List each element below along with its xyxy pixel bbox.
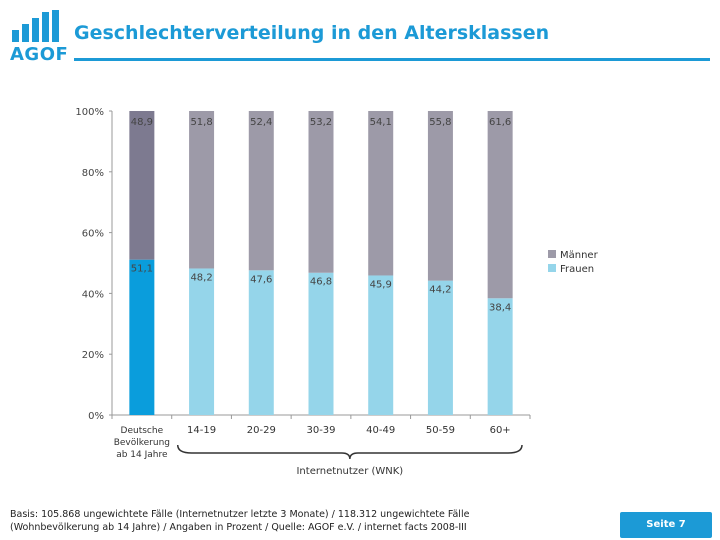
bar-segment-maenner <box>248 111 274 271</box>
y-tick-label: 60% <box>82 229 104 240</box>
x-tick-label: ab 14 Jahre <box>116 450 168 460</box>
bar-segment-maenner <box>487 111 513 299</box>
y-tick-label: 0% <box>88 411 104 422</box>
logo-bar <box>32 18 39 42</box>
bar-segment-frauen <box>308 272 334 415</box>
data-label-frauen: 48,2 <box>190 272 212 283</box>
page-number-badge: Seite 7 <box>620 512 712 538</box>
footer-note-line: Basis: 105.868 ungewichtete Fälle (Inter… <box>10 509 470 520</box>
data-label-frauen: 44,2 <box>429 285 451 296</box>
data-label-maenner: 52,4 <box>250 117 272 128</box>
y-tick-label: 40% <box>82 289 104 300</box>
page-title: Geschlechterverteilung in den Altersklas… <box>74 22 550 44</box>
data-label-frauen: 45,9 <box>370 279 392 290</box>
x-tick-label: Deutsche <box>121 426 164 436</box>
agof-logo: AGOF <box>10 10 69 66</box>
legend-label: Frauen <box>560 264 594 275</box>
legend-label: Männer <box>560 250 599 261</box>
y-tick-label: 20% <box>82 350 104 361</box>
bar-segment-maenner <box>189 111 215 269</box>
y-tick-label: 100% <box>75 107 104 118</box>
data-label-maenner: 53,2 <box>310 117 332 128</box>
x-tick-label: 60+ <box>490 425 511 436</box>
data-label-frauen: 47,6 <box>250 274 272 285</box>
logo-text: AGOF <box>10 44 69 65</box>
x-tick-label: 20-29 <box>247 425 276 436</box>
data-label-maenner: 54,1 <box>370 117 392 128</box>
data-label-maenner: 51,8 <box>190 117 212 128</box>
footer-note-line: (Wohnbevölkerung ab 14 Jahre) / Angaben … <box>10 522 467 533</box>
bar-segment-frauen <box>129 259 155 415</box>
x-tick-label: 14-19 <box>187 425 216 436</box>
data-label-maenner: 55,8 <box>429 117 451 128</box>
data-label-maenner: 61,6 <box>489 117 511 128</box>
data-label-frauen: 51,1 <box>131 264 153 275</box>
bar-segment-frauen <box>427 280 453 415</box>
bar-segment-frauen <box>487 298 513 415</box>
x-tick-label: 40-49 <box>366 425 395 436</box>
data-label-maenner: 48,9 <box>131 117 153 128</box>
bar-segment-maenner <box>308 111 334 273</box>
legend-swatch <box>548 264 556 272</box>
title-rule <box>74 58 710 61</box>
group-brace <box>176 444 523 460</box>
logo-bar <box>12 30 19 42</box>
x-tick-label: 30-39 <box>306 425 335 436</box>
logo-bar <box>22 24 29 42</box>
bar-segment-maenner <box>129 111 155 260</box>
x-tick-label: Bevölkerung <box>114 438 170 448</box>
bar-segment-frauen <box>248 270 274 415</box>
y-tick-label: 80% <box>82 168 104 179</box>
stacked-bar-chart: 0% 20% 40% 60% 80% 100% 48,9 51,1 Deutsche Bevölk… <box>75 107 599 477</box>
logo-bars <box>12 10 62 42</box>
bar-segment-maenner <box>368 111 394 276</box>
legend-swatch <box>548 250 556 258</box>
group-label: Internetnutzer (WNK) <box>296 466 403 477</box>
logo-bar <box>52 10 59 42</box>
logo-bar <box>42 12 49 42</box>
bar-segment-frauen <box>368 275 394 415</box>
x-tick-label: 50-59 <box>426 425 455 436</box>
footer-note: Basis: 105.868 ungewichtete Fälle (Inter… <box>10 508 590 534</box>
data-label-frauen: 46,8 <box>310 277 332 288</box>
bar-segment-frauen <box>189 268 215 415</box>
bar-segment-maenner <box>427 111 453 281</box>
data-label-frauen: 38,4 <box>489 302 511 313</box>
